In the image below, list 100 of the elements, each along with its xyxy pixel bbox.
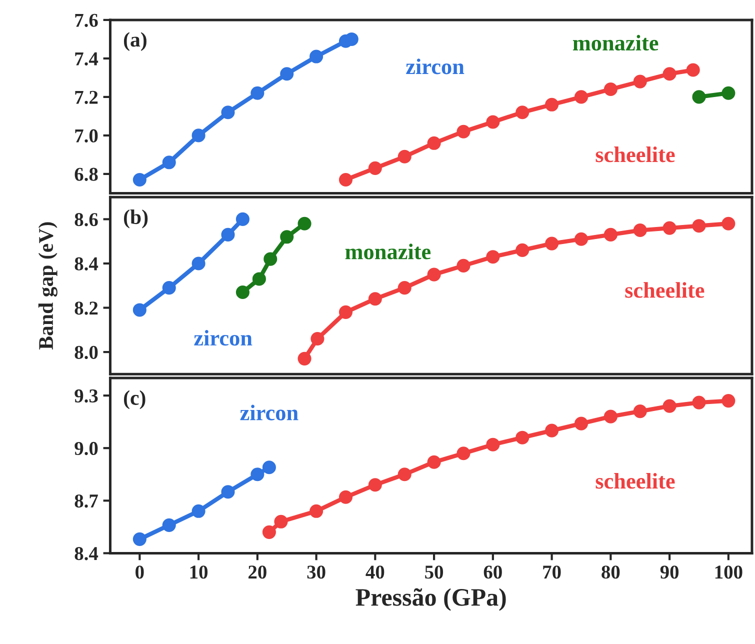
point [633,224,647,238]
point [662,67,676,81]
point [574,416,588,430]
point [486,438,500,452]
x-tick-label: 100 [715,566,742,579]
x-tick-label: 50 [425,566,444,579]
point [574,232,588,246]
point [722,86,736,100]
y-tick-label: 8.7 [74,494,98,508]
point [662,221,676,235]
point [338,490,353,504]
point [398,281,412,295]
point [274,514,288,528]
point [310,332,324,346]
point [264,252,278,266]
point [516,430,530,444]
y-tick-label: 8.6 [74,213,98,226]
series-label: monazite [345,244,431,260]
y-tick-label: 7.0 [75,129,98,142]
point [427,455,441,469]
annotation: (b) [124,209,148,228]
point [545,424,559,438]
x-tick-label: 60 [484,566,502,579]
point [368,478,382,492]
y-axis-title: Band gap (eV) [38,222,58,350]
point [633,404,647,418]
point [516,106,530,120]
y-tick-label: 7.2 [75,90,98,104]
point [662,399,676,413]
point [262,525,276,539]
point [262,460,276,474]
y-tick-label: 8.4 [74,257,98,270]
point [368,161,382,175]
y-tick-label: 9.0 [74,442,98,456]
series-label: zircon [194,330,252,346]
point [338,305,353,319]
text: zircon [240,404,298,420]
point [427,136,441,150]
point [686,63,700,77]
text: scheelite [596,146,675,162]
point [236,285,250,300]
point [692,90,706,104]
x-tick-label: 80 [602,566,620,579]
y-tick-label: 6.8 [74,168,98,181]
point [162,156,176,170]
point [310,50,324,64]
x-tick-label: 20 [248,566,266,579]
point [456,124,470,138]
point [250,468,264,482]
point [604,410,618,424]
point [280,67,294,81]
x-tick-label: 10 [190,566,208,579]
point [132,172,146,186]
point [486,115,500,129]
point [398,468,412,482]
x-tick-label: 30 [307,566,326,579]
point [368,292,382,306]
point [236,212,250,226]
point [545,236,559,250]
point [633,74,647,88]
y-tick-label: 7.6 [75,14,98,27]
point [192,256,206,270]
point [604,82,618,96]
annotation: (a) [124,32,146,51]
point [192,128,206,142]
point [221,228,235,242]
point [132,303,146,317]
y-tick-label: 8.4 [74,547,98,560]
y-tick-label: 7.4 [75,52,98,66]
point [486,250,500,264]
y-tick-label: 8.0 [74,346,98,360]
point [252,272,266,286]
point [298,216,312,230]
point [398,150,412,164]
series-label: scheelite [625,282,704,298]
point [722,394,736,408]
x-axis-title: Pressão (GPa) [356,588,506,611]
point [427,268,441,282]
point [250,86,264,100]
point [604,228,618,242]
point [722,216,736,230]
x-tick-label: 40 [366,566,384,579]
point [132,532,146,546]
point [692,219,706,233]
point [298,352,312,366]
point [192,504,206,518]
point [574,90,588,104]
point [310,504,324,518]
point [338,172,353,186]
point [545,98,559,112]
x-tick-label: 70 [543,566,561,579]
point [221,106,235,120]
y-tick-label: 9.3 [74,389,98,403]
text: zircon [406,58,464,74]
text: scheelite [596,473,675,489]
point [456,446,470,460]
x-tick-label: 0 [136,566,144,579]
point [221,485,235,499]
annotation: (c) [124,390,146,410]
text: monazite [572,34,658,51]
